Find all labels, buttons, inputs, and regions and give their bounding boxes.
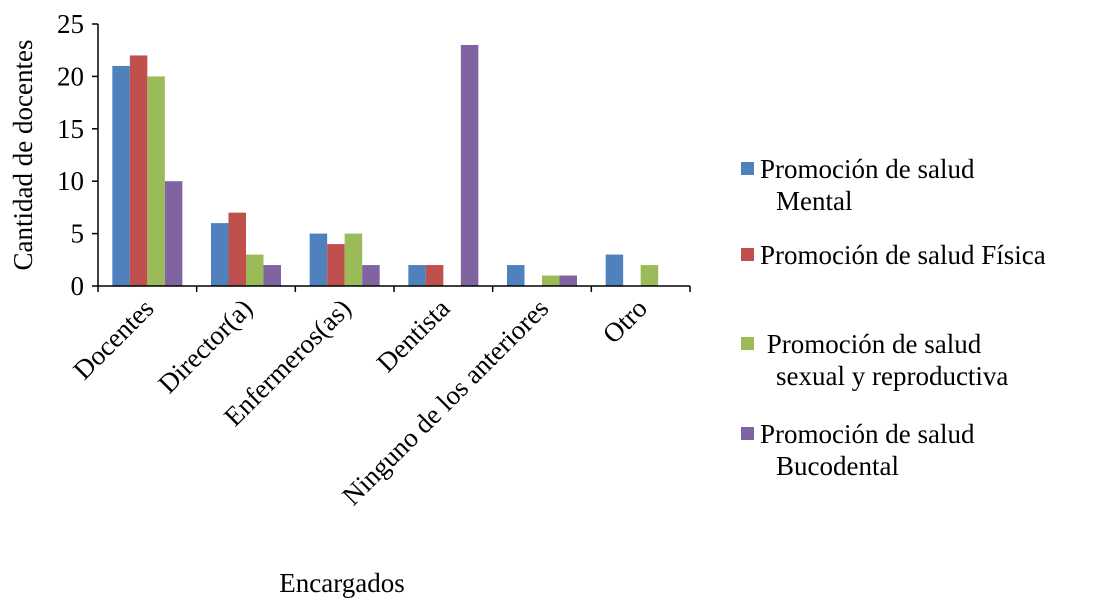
- bar-promocion-de-salud-mental-otro: [605, 254, 624, 286]
- legend-item-promocion-de-salud-fisica: Promoción de salud Física: [741, 240, 1046, 270]
- x-tick-label: Dentista: [371, 293, 456, 378]
- bar-promocion-de-salud-bucodental-ninguno-de-los-anteriores: [559, 275, 577, 286]
- legend-swatch: [741, 248, 754, 261]
- y-axis-ticks: 0 5 10 15 20 25: [57, 9, 98, 301]
- legend-label: sexual y reproductiva: [776, 361, 1008, 391]
- y-tick-label: 0: [71, 271, 85, 301]
- x-tick-label: Director(a): [152, 293, 258, 399]
- x-axis-title: Encargados: [279, 568, 404, 598]
- bar-promocion-de-salud-mental-enfermeros-as: [309, 233, 328, 286]
- bar-promocion-de-salud-sexual-y-reproductiva-otro: [640, 265, 659, 286]
- legend-label: Promoción de salud Física: [760, 240, 1046, 270]
- bar-promocion-de-salud-fisica-dentista: [425, 265, 444, 286]
- bars-group: [112, 44, 659, 287]
- y-tick-label: 20: [57, 61, 84, 91]
- bar-promocion-de-salud-sexual-y-reproductiva-ninguno-de-los-anteriores: [542, 275, 560, 286]
- legend-label: Promoción de salud: [760, 329, 982, 359]
- legend-label: Bucodental: [776, 451, 899, 481]
- legend-label: Mental: [776, 186, 852, 216]
- bar-promocion-de-salud-fisica-enfermeros-as: [327, 244, 345, 286]
- x-axis-ticks: [97, 286, 691, 292]
- y-axis-title: Cantidad de docentes: [8, 40, 38, 271]
- legend-swatch: [741, 337, 754, 350]
- bar-promocion-de-salud-fisica-director-a: [228, 212, 246, 286]
- bar-promocion-de-salud-bucodental-enfermeros-as: [362, 265, 380, 286]
- bar-promocion-de-salud-mental-docentes: [112, 65, 130, 286]
- y-tick-label: 10: [57, 166, 84, 196]
- x-tick-label: Ninguno de los anteriores: [336, 293, 554, 511]
- x-tick-label: Docentes: [67, 293, 159, 385]
- legend-swatch: [741, 162, 754, 175]
- y-tick-label: 25: [57, 9, 84, 39]
- bar-promocion-de-salud-sexual-y-reproductiva-docentes: [147, 76, 165, 287]
- bar-promocion-de-salud-mental-director-a: [211, 223, 229, 286]
- bar-promocion-de-salud-bucodental-director-a: [263, 265, 281, 286]
- bar-promocion-de-salud-mental-ninguno-de-los-anteriores: [507, 265, 525, 286]
- legend-label: Promoción de salud: [760, 154, 975, 184]
- bar-promocion-de-salud-bucodental-dentista: [460, 44, 479, 287]
- y-tick-label: 15: [57, 114, 84, 144]
- legend-swatch: [741, 427, 754, 440]
- legend-label: Promoción de salud: [760, 419, 975, 449]
- bar-promocion-de-salud-bucodental-docentes: [164, 181, 183, 286]
- y-tick-label: 5: [71, 219, 85, 249]
- bar-promocion-de-salud-mental-dentista: [408, 265, 426, 286]
- x-tick-label: Otro: [597, 293, 653, 349]
- bar-promocion-de-salud-sexual-y-reproductiva-director-a: [246, 254, 264, 286]
- bar-promocion-de-salud-sexual-y-reproductiva-enfermeros-as: [344, 233, 363, 286]
- bar-promocion-de-salud-fisica-docentes: [129, 55, 148, 286]
